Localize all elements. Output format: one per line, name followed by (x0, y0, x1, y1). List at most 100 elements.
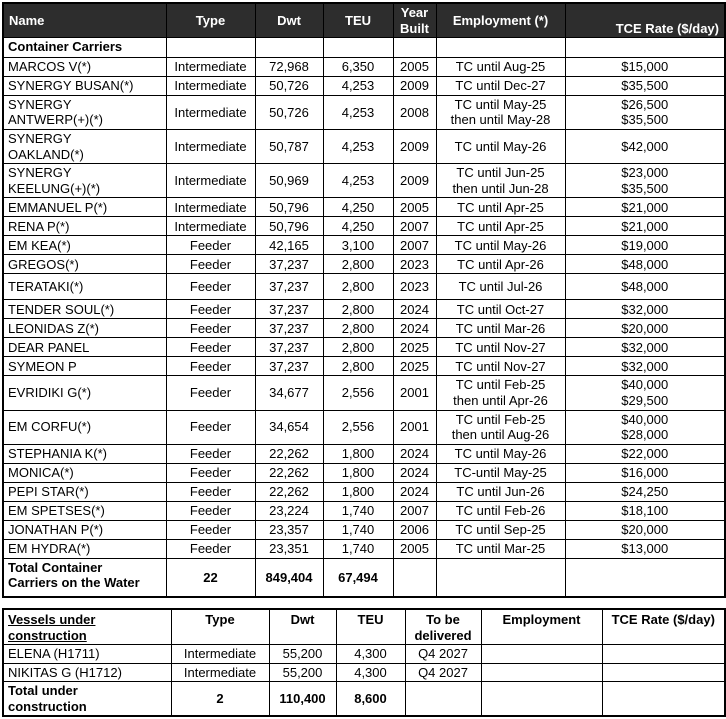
construction-total-teu: 8,600 (335, 681, 406, 717)
vessel-tce-cell: $42,000 (564, 128, 726, 165)
vessel-employment-cell: TC until May-26 (435, 235, 566, 256)
vessel-dwt-cell: 37,237 (254, 299, 324, 320)
construction-table: Vessels under construction Type Dwt TEU … (2, 607, 726, 718)
vessel-type-cell: Intermediate (165, 128, 256, 165)
vessel-teu-cell: 3,100 (322, 235, 394, 256)
newbuild-teu-cell: 4,300 (335, 662, 406, 683)
empty-cell (435, 557, 566, 598)
vessel-dwt-cell: 50,796 (254, 197, 324, 218)
vessel-name-cell: DEAR PANEL (2, 337, 167, 358)
vessel-row: EVRIDIKI G(*) Feeder 34,677 2,556 2001 TC unt… (2, 375, 726, 411)
col-header-teu: TEU (335, 608, 406, 646)
empty-cell (254, 37, 324, 58)
vessel-row: EMMANUEL P(*) Intermediate 50,796 4,250 2005… (2, 197, 726, 218)
vessel-type-cell: Intermediate (165, 163, 256, 199)
vessel-type-cell: Feeder (165, 443, 256, 464)
vessel-employment-cell: TC-until May-25 (435, 462, 566, 483)
newbuild-row: ELENA (H1711) Intermediate 55,200 4,300 Q4 2… (2, 644, 726, 664)
vessel-teu-cell: 2,800 (322, 337, 394, 358)
vessel-type-cell: Feeder (165, 519, 256, 540)
vessel-name-cell: SYNERGY KEELUNG(+)(*) (2, 163, 167, 199)
vessel-tce-cell: $32,000 (564, 356, 726, 377)
vessel-row: EM KEA(*) Feeder 42,165 3,100 2007 TC until M… (2, 235, 726, 256)
vessel-tce-cell: $21,000 (564, 216, 726, 237)
vessel-name-cell: TERATAKI(*) (2, 273, 167, 301)
vessel-year-cell: 2024 (392, 318, 437, 339)
vessel-type-cell: Feeder (165, 538, 256, 559)
vessel-employment-cell: TC until May-26 (435, 128, 566, 165)
empty-cell (564, 37, 726, 58)
col-header-tce-rate: TCE Rate ($/day) (564, 2, 726, 39)
vessel-year-cell: 2007 (392, 500, 437, 521)
vessel-row: EM CORFU(*) Feeder 34,654 2,556 2001 TC until… (2, 409, 726, 445)
vessel-name-cell: EM CORFU(*) (2, 409, 167, 445)
col-header-employment: Employment (*) (435, 2, 566, 39)
vessel-year-cell: 2024 (392, 299, 437, 320)
vessel-type-cell: Intermediate (165, 216, 256, 237)
vessel-teu-cell: 1,740 (322, 500, 394, 521)
newbuild-name-cell: NIKITAS G (H1712) (2, 662, 172, 683)
construction-total-dwt: 110,400 (268, 681, 337, 717)
empty-cell (480, 681, 603, 717)
vessel-type-cell: Feeder (165, 318, 256, 339)
vessel-name-cell: TENDER SOUL(*) (2, 299, 167, 320)
vessel-teu-cell: 2,800 (322, 318, 394, 339)
newbuild-dwt-cell: 55,200 (268, 644, 337, 664)
vessel-employment-cell: TC until Nov-27 (435, 356, 566, 377)
vessel-type-cell: Intermediate (165, 75, 256, 96)
vessel-tce-cell: $15,000 (564, 56, 726, 77)
vessel-tce-cell: $20,000 (564, 519, 726, 540)
vessel-teu-cell: 2,800 (322, 356, 394, 377)
vessel-year-cell: 2024 (392, 462, 437, 483)
vessel-teu-cell: 1,800 (322, 481, 394, 502)
col-header-tce-rate: TCE Rate ($/day) (601, 608, 726, 646)
vessel-dwt-cell: 50,796 (254, 216, 324, 237)
vessel-year-cell: 2025 (392, 337, 437, 358)
vessel-tce-cell: $48,000 (564, 254, 726, 275)
newbuild-type-cell: Intermediate (170, 662, 270, 683)
vessel-year-cell: 2024 (392, 443, 437, 464)
section-label: Container Carriers (2, 37, 167, 58)
vessel-year-cell: 2005 (392, 56, 437, 77)
vessel-teu-cell: 4,253 (322, 128, 394, 165)
vessel-employment-cell: TC until Feb-25 then until Aug-26 (435, 409, 566, 445)
vessel-employment-cell: TC until Dec-27 (435, 75, 566, 96)
empty-cell (404, 681, 482, 717)
vessel-tce-cell: $19,000 (564, 235, 726, 256)
col-header-dwt: Dwt (254, 2, 324, 39)
vessel-dwt-cell: 34,677 (254, 375, 324, 411)
vessel-type-cell: Feeder (165, 375, 256, 411)
vessel-type-cell: Feeder (165, 500, 256, 521)
vessel-employment-cell: TC until Jul-26 (435, 273, 566, 301)
section-row: Container Carriers (2, 37, 726, 58)
vessel-name-cell: EM SPETSES(*) (2, 500, 167, 521)
newbuild-tce-cell (601, 662, 726, 683)
vessel-type-cell: Feeder (165, 273, 256, 301)
vessel-type-cell: Feeder (165, 462, 256, 483)
empty-cell (601, 681, 726, 717)
vessel-dwt-cell: 22,262 (254, 481, 324, 502)
vessel-name-cell: SYMEON P (2, 356, 167, 377)
vessel-tce-cell: $32,000 (564, 337, 726, 358)
vessel-name-cell: PEPI STAR(*) (2, 481, 167, 502)
vessel-dwt-cell: 72,968 (254, 56, 324, 77)
vessel-row: SYNERGY ANTWERP(+)(*) Intermediate 50,726 4… (2, 94, 726, 130)
vessel-year-cell: 2008 (392, 94, 437, 130)
construction-header-row: Vessels under construction Type Dwt TEU … (2, 608, 726, 646)
vessel-teu-cell: 2,800 (322, 299, 394, 320)
vessel-year-cell: 2009 (392, 128, 437, 165)
vessel-name-cell: SYNERGY OAKLAND(*) (2, 128, 167, 165)
vessel-dwt-cell: 22,262 (254, 443, 324, 464)
fleet-total-count: 22 (165, 557, 256, 598)
vessel-teu-cell: 4,253 (322, 94, 394, 130)
vessel-dwt-cell: 23,357 (254, 519, 324, 540)
vessel-row: RENA P(*) Intermediate 50,796 4,250 2007 TC u… (2, 216, 726, 237)
col-header-dwt: Dwt (268, 608, 337, 646)
vessel-tce-cell: $32,000 (564, 299, 726, 320)
vessel-employment-cell: TC until Feb-25 then until Apr-26 (435, 375, 566, 411)
vessel-year-cell: 2009 (392, 75, 437, 96)
vessel-name-cell: SYNERGY ANTWERP(+)(*) (2, 94, 167, 130)
vessel-dwt-cell: 50,726 (254, 75, 324, 96)
construction-total-label: Total under construction (2, 681, 172, 717)
